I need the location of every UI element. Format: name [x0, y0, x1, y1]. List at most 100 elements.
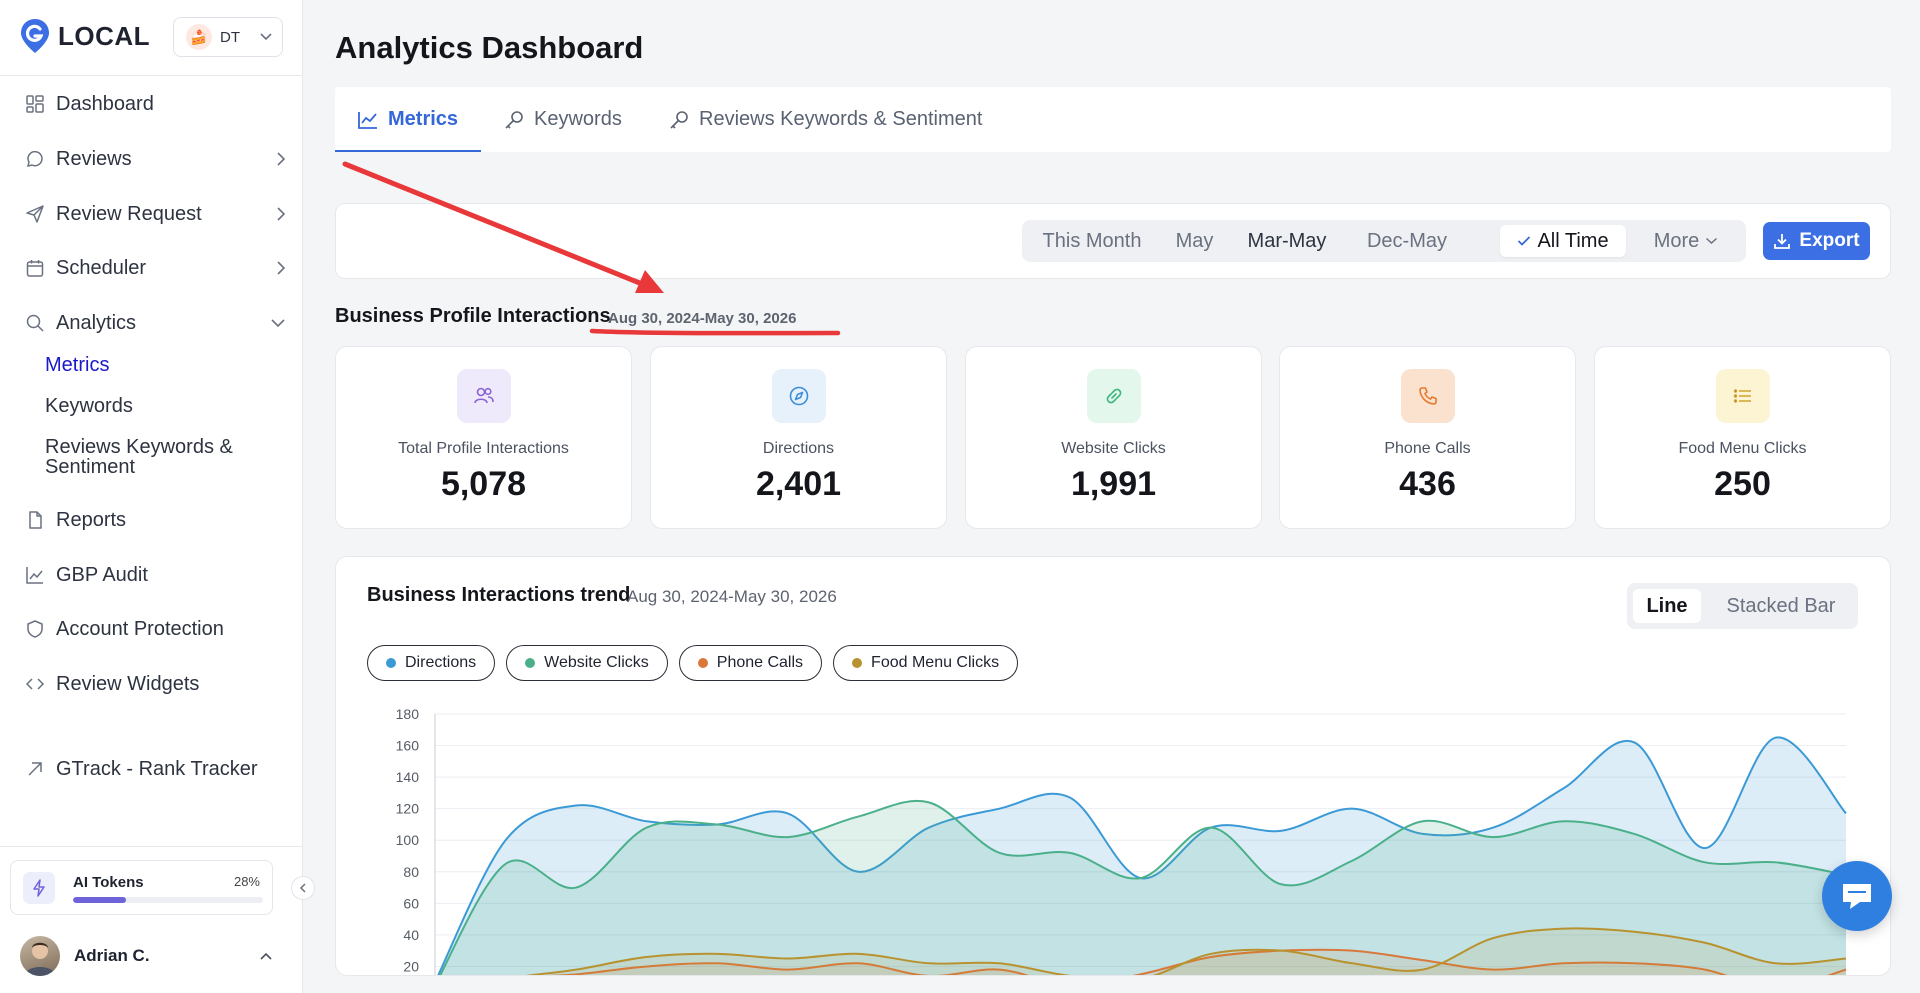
series-line-phone-calls[interactable] [435, 948, 1847, 976]
stat-label: Total Profile Interactions [398, 440, 569, 457]
filter-more-dropdown[interactable]: More [1636, 225, 1736, 257]
filter-mar-may[interactable]: Mar-May [1247, 229, 1327, 252]
tab-label: Keywords [534, 108, 622, 130]
sidebar-subitem-metrics[interactable]: Metrics [45, 354, 110, 376]
external-arrow-icon [24, 758, 46, 780]
chart-legend: Directions Website Clicks Phone Calls Fo… [367, 645, 1019, 681]
trend-chart: 180160140120100806040200 [396, 706, 1847, 976]
location-pin-icon [21, 19, 49, 53]
legend-label: Phone Calls [716, 654, 804, 671]
y-tick-label: 120 [396, 801, 420, 817]
sidebar-item-label: Dashboard [56, 92, 154, 115]
sidebar-item-dashboard[interactable]: Dashboard [24, 84, 286, 124]
divider [0, 75, 303, 76]
stat-value: 5,078 [440, 465, 527, 503]
chevron-down-icon [1706, 237, 1718, 245]
legend-label: Directions [405, 654, 477, 671]
sidebar-item-reports[interactable]: Reports [24, 500, 286, 540]
collapse-sidebar-button[interactable] [291, 876, 315, 900]
filter-label: More [1653, 229, 1700, 252]
tab-reviews-keywords-sentiment[interactable]: Reviews Keywords & Sentiment [668, 87, 982, 152]
stat-card-website-clicks: Website Clicks 1,991 [965, 346, 1262, 529]
ai-tokens-card[interactable]: AI Tokens 28% [10, 860, 273, 915]
legend-item-directions[interactable]: Directions [367, 645, 496, 681]
chevron-up-icon [260, 952, 272, 960]
brand-logo[interactable]: LOCAL [20, 18, 150, 54]
sidebar-subitem-reviews-keywords-sentiment[interactable]: Reviews Keywords & Sentiment [45, 437, 233, 477]
chevron-right-icon [277, 261, 286, 275]
series-line-website-clicks[interactable] [435, 800, 1847, 976]
ai-tokens-percent: 28% [233, 874, 260, 889]
sidebar-subitem-label: Reviews Keywords & [45, 436, 233, 458]
legend-item-phone-calls[interactable]: Phone Calls [678, 645, 823, 681]
download-icon [1774, 234, 1791, 249]
view-line-button[interactable]: Line [1633, 589, 1701, 623]
trend-title: Business Interactions trend [367, 584, 631, 606]
legend-swatch [386, 658, 396, 668]
view-stacked-bar-button[interactable]: Stacked Bar [1726, 594, 1836, 617]
chat-icon [1843, 884, 1871, 909]
annotation-underline [589, 328, 841, 336]
legend-swatch [697, 658, 708, 668]
sidebar-item-review-request[interactable]: Review Request [24, 194, 286, 234]
tab-metrics[interactable]: Metrics [357, 87, 458, 152]
search-icon [24, 312, 46, 334]
calendar-icon [24, 257, 46, 279]
active-tab-indicator [335, 150, 481, 152]
y-tick-label: 40 [403, 927, 419, 943]
sidebar-item-scheduler[interactable]: Scheduler [24, 248, 286, 288]
location-avatar: 🍰 [186, 24, 212, 50]
compass-icon [772, 369, 826, 423]
filter-all-time[interactable]: All Time [1500, 225, 1626, 257]
stat-card-phone-calls: Phone Calls 436 [1279, 346, 1576, 529]
y-tick-label: 160 [396, 738, 420, 754]
legend-item-food-menu-clicks[interactable]: Food Menu Clicks [833, 645, 1019, 681]
grid-icon [24, 93, 46, 115]
sidebar-item-gtrack[interactable]: GTrack - Rank Tracker [24, 749, 286, 789]
y-tick-label: 60 [403, 895, 419, 911]
sidebar-item-review-widgets[interactable]: Review Widgets [24, 664, 286, 704]
sidebar-item-account-protection[interactable]: Account Protection [24, 609, 286, 649]
sidebar-item-analytics[interactable]: Analytics [24, 303, 286, 343]
chevron-right-icon [277, 207, 286, 221]
sidebar-subitem-keywords[interactable]: Keywords [45, 395, 133, 417]
user-menu[interactable]: Adrian C. [20, 936, 283, 976]
sidebar-item-label: GTrack - Rank Tracker [56, 757, 258, 780]
sidebar-item-label: Reviews [56, 147, 132, 170]
chevron-down-icon [260, 33, 272, 41]
date-filter-bar: This Month May Mar-May Dec-May All Time … [335, 203, 1891, 279]
series-line-food-menu-clicks[interactable] [435, 927, 1847, 976]
export-button[interactable]: Export [1763, 222, 1870, 260]
filter-dec-may[interactable]: Dec-May [1366, 229, 1447, 252]
analytics-tabs: Metrics Keywords Reviews Keywords & Sent… [335, 87, 1891, 152]
send-icon [24, 203, 46, 225]
location-switcher[interactable]: 🍰 DT [173, 17, 283, 57]
trending-chart-icon [24, 564, 46, 586]
date-range-selector: This Month May Mar-May Dec-May All Time … [1022, 220, 1746, 262]
interactions-trend-card: Business Interactions trend Aug 30, 2024… [335, 556, 1891, 976]
filter-may[interactable]: May [1175, 229, 1214, 252]
link-icon [1087, 369, 1141, 423]
key-icon [670, 110, 688, 129]
legend-item-website-clicks[interactable]: Website Clicks [506, 645, 668, 681]
sidebar-item-label: Review Widgets [56, 672, 200, 695]
stat-value: 2,401 [755, 465, 842, 503]
y-tick-label: 20 [403, 958, 419, 974]
check-icon [1518, 236, 1531, 246]
chevron-left-icon [299, 883, 306, 893]
brand-name: LOCAL [58, 20, 151, 51]
avatar [20, 936, 60, 976]
ai-tokens-label: AI Tokens [73, 874, 144, 891]
tab-label: Reviews Keywords & Sentiment [699, 108, 983, 130]
filter-this-month[interactable]: This Month [1042, 229, 1142, 252]
sidebar-item-label: Scheduler [56, 256, 147, 279]
chat-support-button[interactable] [1822, 861, 1892, 931]
trend-date-range: Aug 30, 2024-May 30, 2026 [627, 587, 837, 606]
key-icon [505, 110, 523, 129]
sidebar-item-reviews[interactable]: Reviews [24, 139, 286, 179]
section-date-range: Aug 30, 2024-May 30, 2026 [608, 310, 797, 327]
stat-label: Directions [762, 440, 835, 457]
sidebar-item-gbp-audit[interactable]: GBP Audit [24, 555, 286, 595]
tab-keywords[interactable]: Keywords [503, 87, 622, 152]
y-tick-label: 140 [396, 769, 420, 785]
